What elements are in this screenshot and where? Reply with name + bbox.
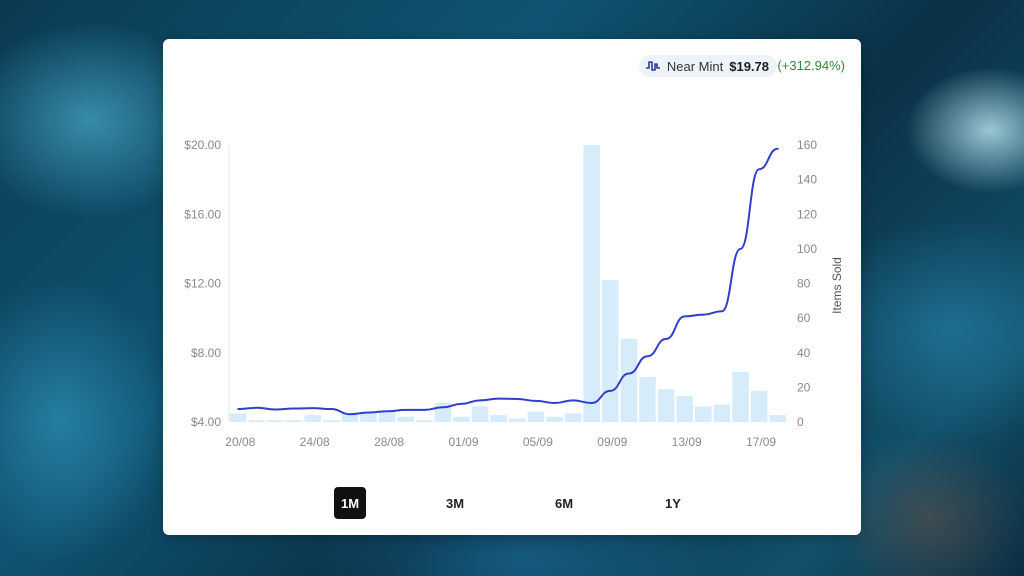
left-axis-tick-label: $16.00	[184, 207, 221, 221]
items-sold-bar	[620, 338, 638, 422]
range-button-6m[interactable]: 6M	[554, 495, 574, 511]
items-sold-bar	[732, 371, 749, 422]
x-axis-tick-label: 17/09	[746, 435, 776, 449]
range-button-1y[interactable]: 1Y	[665, 495, 681, 511]
right-axis-tick-label: 80	[797, 277, 811, 291]
items-sold-bar	[695, 406, 712, 422]
items-sold-bar	[323, 420, 340, 422]
items-sold-bar	[248, 420, 266, 422]
x-axis-tick-label: 13/09	[672, 435, 702, 449]
items-sold-bar	[583, 145, 600, 422]
items-sold-bar	[416, 420, 433, 422]
left-axis-tick-label: $12.00	[184, 277, 221, 291]
price-badge: Near Mint $19.78	[638, 55, 777, 77]
items-sold-bar	[378, 411, 396, 422]
items-sold-bar	[304, 415, 321, 422]
x-axis-tick-label: 01/09	[448, 435, 478, 449]
items-sold-bar	[397, 416, 414, 422]
price-change: (+312.94%)	[777, 58, 845, 73]
left-axis-tick-label: $8.00	[191, 346, 221, 360]
left-axis-tick-label: $20.00	[184, 138, 221, 152]
items-sold-bar	[564, 413, 582, 422]
items-sold-bar	[509, 418, 526, 422]
items-sold-bar	[360, 413, 377, 422]
right-axis-tick-label: 140	[797, 173, 817, 187]
current-price: $19.78	[729, 58, 769, 74]
items-sold-bar	[657, 389, 675, 422]
right-axis-tick-label: 100	[797, 242, 817, 256]
items-sold-bar	[453, 416, 470, 422]
items-sold-bar	[341, 413, 359, 422]
time-range-selector: 1M 3M 6M 1Y	[163, 485, 861, 521]
price-history-icon	[645, 59, 661, 73]
right-axis-tick-label: 60	[797, 311, 811, 325]
items-sold-bar	[639, 376, 656, 422]
price-chart: $4.00 $8.00 $12.00 $16.00 $20.00 0 20 40 60 80 100…	[184, 138, 844, 449]
items-sold-bar	[546, 416, 563, 422]
near-mint-price-line	[237, 147, 779, 416]
items-sold-bar	[676, 396, 693, 422]
price-history-card: Near Mint $19.78 (+312.94%) $4.00 $8.00 $1…	[163, 39, 861, 535]
items-sold-bar	[750, 390, 768, 422]
items-sold-bar	[230, 413, 247, 422]
items-sold-bar	[490, 415, 507, 422]
right-axis-tick-label: 20	[797, 380, 811, 394]
x-axis-tick-label: 28/08	[374, 435, 404, 449]
condition-label: Near Mint	[666, 58, 724, 74]
items-sold-bar	[713, 404, 731, 422]
x-axis-tick-label: 24/08	[300, 435, 330, 449]
x-axis-tick-label: 20/08	[225, 435, 255, 449]
range-button-1m[interactable]: 1M	[334, 487, 366, 519]
items-sold-bar	[285, 420, 303, 422]
items-sold-bar	[267, 420, 284, 422]
x-axis-tick-label: 05/09	[523, 435, 553, 449]
right-axis-tick-label: 160	[797, 138, 817, 152]
right-axis-tick-label: 120	[797, 207, 817, 221]
items-sold-bar	[471, 406, 489, 422]
items-sold-bar	[769, 415, 786, 422]
x-axis-tick-label: 09/09	[597, 435, 627, 449]
left-axis-tick-label: $4.00	[191, 415, 221, 429]
right-axis-tick-label: 40	[797, 346, 811, 360]
items-sold-bar	[602, 280, 619, 422]
items-sold-bar	[527, 411, 545, 422]
right-axis-label: Items Sold	[830, 257, 844, 314]
range-button-3m[interactable]: 3M	[445, 495, 465, 511]
right-axis-tick-label: 0	[797, 415, 804, 429]
